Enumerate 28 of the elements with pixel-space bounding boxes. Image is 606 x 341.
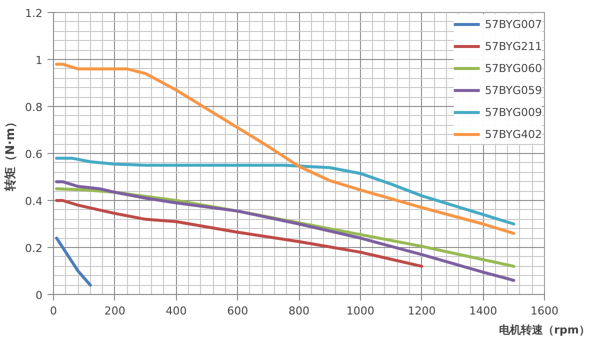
legend-label: 57BYG402 [484,128,542,140]
y-tick-label: 0.4 [25,195,43,208]
legend-label: 57BYG059 [484,84,542,96]
y-tick-label: 1.2 [25,7,43,20]
line-series [55,236,92,287]
y-tick-label: 0.2 [25,242,43,255]
x-tick-label: 1400 [469,304,498,318]
y-axis-title: 转矩（N·m） [3,116,18,192]
x-tick-label: 600 [227,304,248,318]
y-tick-label: 0 [36,289,42,302]
x-tick-label: 400 [166,304,187,318]
x-tick-label: 800 [288,304,310,318]
x-tick-label: 200 [104,304,126,318]
x-tick-label: 1000 [346,304,374,318]
line-series [55,180,516,282]
legend-label: 57BYG007 [484,18,542,30]
legend-label: 57BYG060 [484,62,542,74]
y-tick-label: 1 [36,54,42,67]
x-tick-label: 1600 [530,304,559,318]
line-series [55,199,424,268]
legend-label: 57BYG211 [484,40,542,52]
legend-label: 57BYG009 [484,106,542,118]
y-tick-label: 0.8 [25,101,43,114]
x-axis-title: 电机转速（rpm） [499,324,590,336]
y-tick-label: 0.6 [25,148,43,161]
line-series [55,156,516,226]
x-tick-label: 0 [50,304,57,318]
x-tick-label: 1200 [408,304,436,318]
